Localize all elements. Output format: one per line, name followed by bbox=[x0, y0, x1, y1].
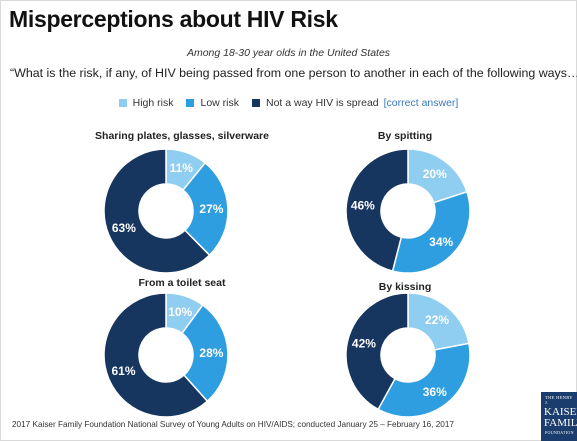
donut-label-toilet-seat-high-risk: 10% bbox=[168, 305, 192, 319]
donut-label-sharing-low-risk: 27% bbox=[199, 202, 223, 216]
donut-segment-kissing-high-risk bbox=[407, 292, 470, 351]
donut-label-sharing-not-spread: 63% bbox=[112, 221, 136, 235]
legend-swatch-high-risk bbox=[118, 99, 127, 107]
donut-label-spitting-not-spread: 46% bbox=[351, 198, 375, 212]
legend-swatch-low-risk bbox=[186, 99, 195, 107]
donut-label-kissing-not-spread: 42% bbox=[352, 337, 376, 351]
donut-segment-spitting-not-spread bbox=[345, 148, 409, 272]
donut-segment-spitting-low-risk bbox=[391, 190, 471, 274]
kff-logo: THE HENRY J. KAISER FAMILY FOUNDATION bbox=[541, 392, 577, 441]
survey-question: “What is the risk, if any, of HIV being … bbox=[10, 66, 577, 80]
subtitle: Among 18-30 year olds in the United Stat… bbox=[186, 47, 391, 59]
donut-segment-sharing-not-spread bbox=[103, 148, 211, 274]
donut-label-kissing-high-risk: 22% bbox=[425, 313, 449, 327]
donut-label-toilet-seat-low-risk: 28% bbox=[199, 346, 223, 360]
legend-item-high-risk: High risk bbox=[118, 97, 174, 109]
chart-title-toilet-seat: From a toilet seat bbox=[138, 277, 226, 289]
logo-line-2: KAISER bbox=[544, 406, 577, 418]
chart-title-kissing: By kissing bbox=[378, 281, 432, 293]
donut-label-sharing-high-risk: 11% bbox=[170, 161, 194, 175]
logo-line-3: FAMILY bbox=[544, 417, 577, 429]
donut-segment-toilet-seat-low-risk bbox=[180, 304, 229, 403]
chart-title-sharing: Sharing plates, glasses, silverware bbox=[95, 130, 269, 142]
chart-title-spitting: By spitting bbox=[377, 130, 433, 142]
legend: High risk Low risk Not a way HIV is spre… bbox=[0, 97, 577, 109]
legend-item-not-spread: Not a way HIV is spread bbox=[252, 97, 379, 109]
legend-correct-answer-note: [correct answer] bbox=[383, 97, 459, 109]
logo-line-4: FOUNDATION bbox=[545, 430, 574, 435]
donut-segment-toilet-seat-not-spread bbox=[103, 292, 209, 418]
legend-swatch-not-spread bbox=[252, 99, 260, 107]
logo-line-1: THE HENRY J. bbox=[545, 395, 573, 405]
donut-label-spitting-high-risk: 20% bbox=[423, 167, 447, 181]
donut-label-kissing-low-risk: 36% bbox=[423, 385, 447, 399]
source-note: 2017 Kaiser Family Foundation National S… bbox=[12, 420, 454, 429]
legend-item-low-risk: Low risk bbox=[186, 97, 239, 109]
donut-segment-kissing-not-spread bbox=[345, 292, 409, 411]
page-title: Misperceptions about HIV Risk bbox=[9, 6, 338, 32]
legend-label-not-spread: Not a way HIV is spread bbox=[266, 97, 379, 109]
donut-segment-kissing-low-risk bbox=[377, 342, 471, 418]
legend-label-high-risk: High risk bbox=[132, 97, 174, 109]
donut-segment-sharing-low-risk bbox=[182, 161, 229, 257]
donut-label-toilet-seat-not-spread: 61% bbox=[111, 364, 135, 378]
donut-label-spitting-low-risk: 34% bbox=[429, 235, 453, 249]
legend-label-low-risk: Low risk bbox=[200, 97, 239, 109]
